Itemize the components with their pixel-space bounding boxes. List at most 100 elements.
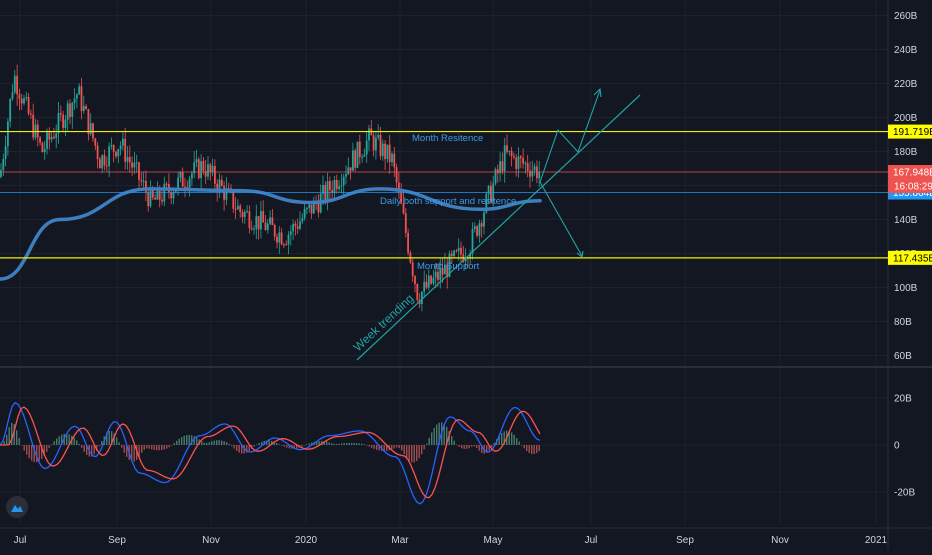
histogram-bar <box>146 445 148 449</box>
candle-body <box>260 211 262 230</box>
candle-body <box>437 271 439 280</box>
candle-body <box>211 166 214 173</box>
histogram-bar <box>121 445 123 448</box>
histogram-bar <box>238 445 240 453</box>
candle-body <box>333 180 336 193</box>
tradingview-logo-icon[interactable] <box>6 496 28 518</box>
candle-body <box>285 244 288 246</box>
candle-body <box>430 275 432 284</box>
histogram-bar <box>21 445 23 446</box>
candle-body <box>85 106 87 110</box>
histogram-bar <box>533 445 535 454</box>
candle-body <box>499 161 501 174</box>
candle-body <box>395 167 398 183</box>
candle-body <box>354 150 357 168</box>
candle-body <box>368 128 370 141</box>
histogram-bar <box>221 440 223 445</box>
histogram-bar <box>418 445 420 459</box>
candle-body <box>266 223 269 230</box>
candle-body <box>294 223 297 227</box>
arrowhead-up <box>593 87 602 98</box>
histogram-bar <box>268 440 270 445</box>
histogram-bar <box>523 445 525 449</box>
price-label: 117.435B <box>893 253 932 264</box>
x-tick-label: Jul <box>585 535 598 546</box>
candle-body <box>188 178 191 188</box>
candle-body <box>494 169 497 184</box>
histogram-bar <box>468 445 470 448</box>
candle-body <box>402 203 405 214</box>
histogram-bar <box>536 445 538 453</box>
histogram-bar <box>98 445 100 447</box>
histogram-bar <box>531 445 533 454</box>
candle-body <box>524 163 527 165</box>
candle-body <box>372 135 375 151</box>
candle-body <box>496 169 499 174</box>
x-tick-label: 2021 <box>865 535 888 546</box>
histogram-bar <box>223 441 225 445</box>
histogram-bar <box>261 441 263 445</box>
price-label: 167.948B <box>893 167 932 178</box>
histogram-bar <box>8 427 10 445</box>
candle-body <box>248 211 251 229</box>
y-tick-label: 100B <box>894 283 918 294</box>
candles <box>0 64 541 312</box>
x-tick-label: Nov <box>202 535 220 546</box>
candle-body <box>172 192 175 199</box>
moving-average-line <box>0 187 542 281</box>
candle-body <box>391 153 393 163</box>
candle-body <box>191 173 193 179</box>
histogram-bar <box>226 442 228 445</box>
candle-body <box>64 119 67 128</box>
candle-body <box>519 156 522 159</box>
histogram-bar <box>288 445 290 449</box>
candle-body <box>103 155 106 166</box>
histogram-bar <box>18 438 20 445</box>
candle-body <box>48 132 51 140</box>
candle-body <box>501 161 504 172</box>
candle-body <box>197 159 200 179</box>
candle-body <box>55 133 58 139</box>
histogram-bar <box>233 445 235 449</box>
macd-y-tick-label: 20B <box>894 394 912 405</box>
macd-pane <box>0 401 541 505</box>
histogram-bar <box>83 445 85 452</box>
histogram-bar <box>33 445 35 463</box>
candle-body <box>179 172 182 178</box>
candle-body <box>335 180 338 190</box>
histogram-bar <box>6 434 8 445</box>
candle-body <box>439 268 442 280</box>
candle-body <box>18 94 21 99</box>
candle-body <box>227 188 230 190</box>
candle-body <box>384 143 386 160</box>
histogram-bar <box>383 445 385 452</box>
histogram-bar <box>331 443 333 445</box>
histogram-bar <box>58 436 60 445</box>
histogram-bar <box>368 445 370 447</box>
histogram-bar <box>363 444 365 445</box>
candle-body <box>269 217 271 224</box>
histogram-bar <box>528 445 530 453</box>
candle-body <box>41 142 44 153</box>
x-tick-label: Nov <box>771 535 789 546</box>
histogram-bar <box>308 443 310 445</box>
projection-arrows <box>539 87 602 259</box>
candle-body <box>253 228 255 230</box>
candle-body <box>156 187 159 200</box>
candle-body <box>154 197 156 200</box>
candle-body <box>264 222 267 230</box>
candle-body <box>329 181 331 190</box>
histogram-bar <box>113 433 115 445</box>
candle-body <box>0 169 2 177</box>
histogram-bar <box>51 444 53 445</box>
candle-body <box>533 166 536 171</box>
histogram-bar <box>201 441 203 445</box>
histogram-bar <box>338 443 340 445</box>
histogram-bar <box>451 436 453 445</box>
candle-body <box>312 200 315 214</box>
candle-body <box>186 187 189 189</box>
candle-body <box>158 187 161 200</box>
projection-up-path <box>539 89 601 183</box>
